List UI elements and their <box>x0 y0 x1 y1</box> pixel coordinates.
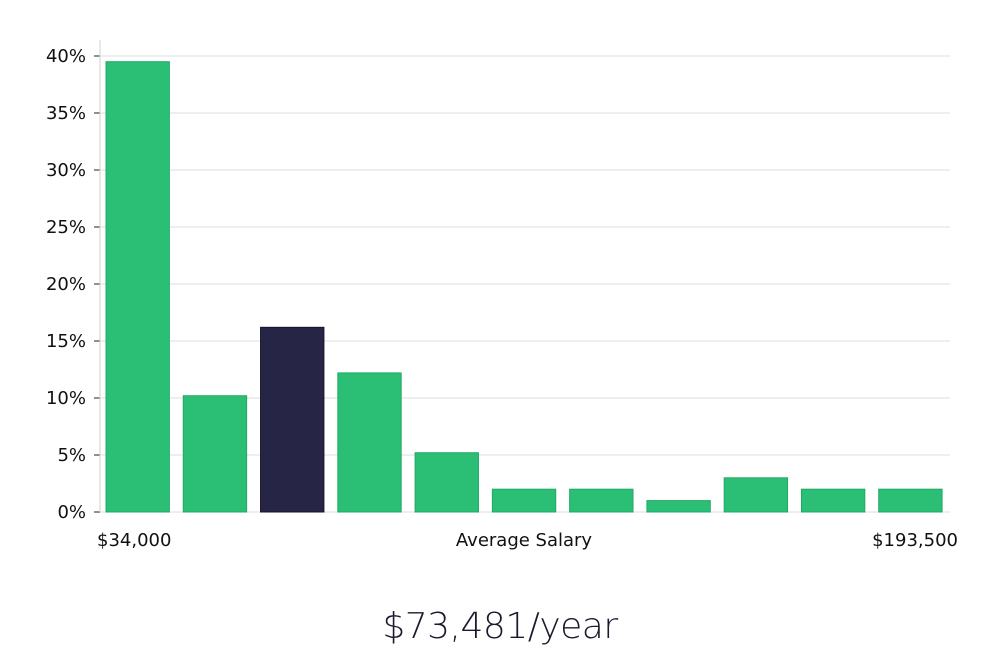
y-tick-label: 5% <box>57 445 86 466</box>
bar <box>105 61 170 513</box>
bar <box>800 488 866 513</box>
x-max-label: $193,500 <box>872 530 958 551</box>
y-tick-label: 10% <box>46 388 86 409</box>
bar <box>414 452 479 513</box>
bar <box>569 488 634 513</box>
bar <box>646 500 711 513</box>
y-tick-label: 35% <box>46 103 86 124</box>
bar <box>182 395 248 513</box>
y-axis-ticks: 0% 5% 10% 15% 20% 25% 30% 35% 40% <box>46 46 100 523</box>
bar <box>878 488 943 513</box>
y-tick-label: 15% <box>46 331 86 352</box>
y-tick-label: 20% <box>46 274 86 295</box>
y-tick-label: 30% <box>46 160 86 181</box>
bar <box>491 488 557 513</box>
y-tick-label: 25% <box>46 217 86 238</box>
salary-histogram: 0% 5% 10% 15% 20% 25% 30% 35% 40% $34,000 Averag… <box>46 40 958 551</box>
bar <box>723 477 789 513</box>
bar-highlighted <box>260 326 325 513</box>
y-tick-label: 40% <box>46 46 86 67</box>
y-tick-label: 0% <box>57 502 86 523</box>
x-axis-title: Average Salary <box>456 530 593 551</box>
bars <box>105 61 943 513</box>
bar <box>337 372 402 513</box>
x-min-label: $34,000 <box>97 530 171 551</box>
average-salary-value: $73,481/year <box>382 606 618 647</box>
